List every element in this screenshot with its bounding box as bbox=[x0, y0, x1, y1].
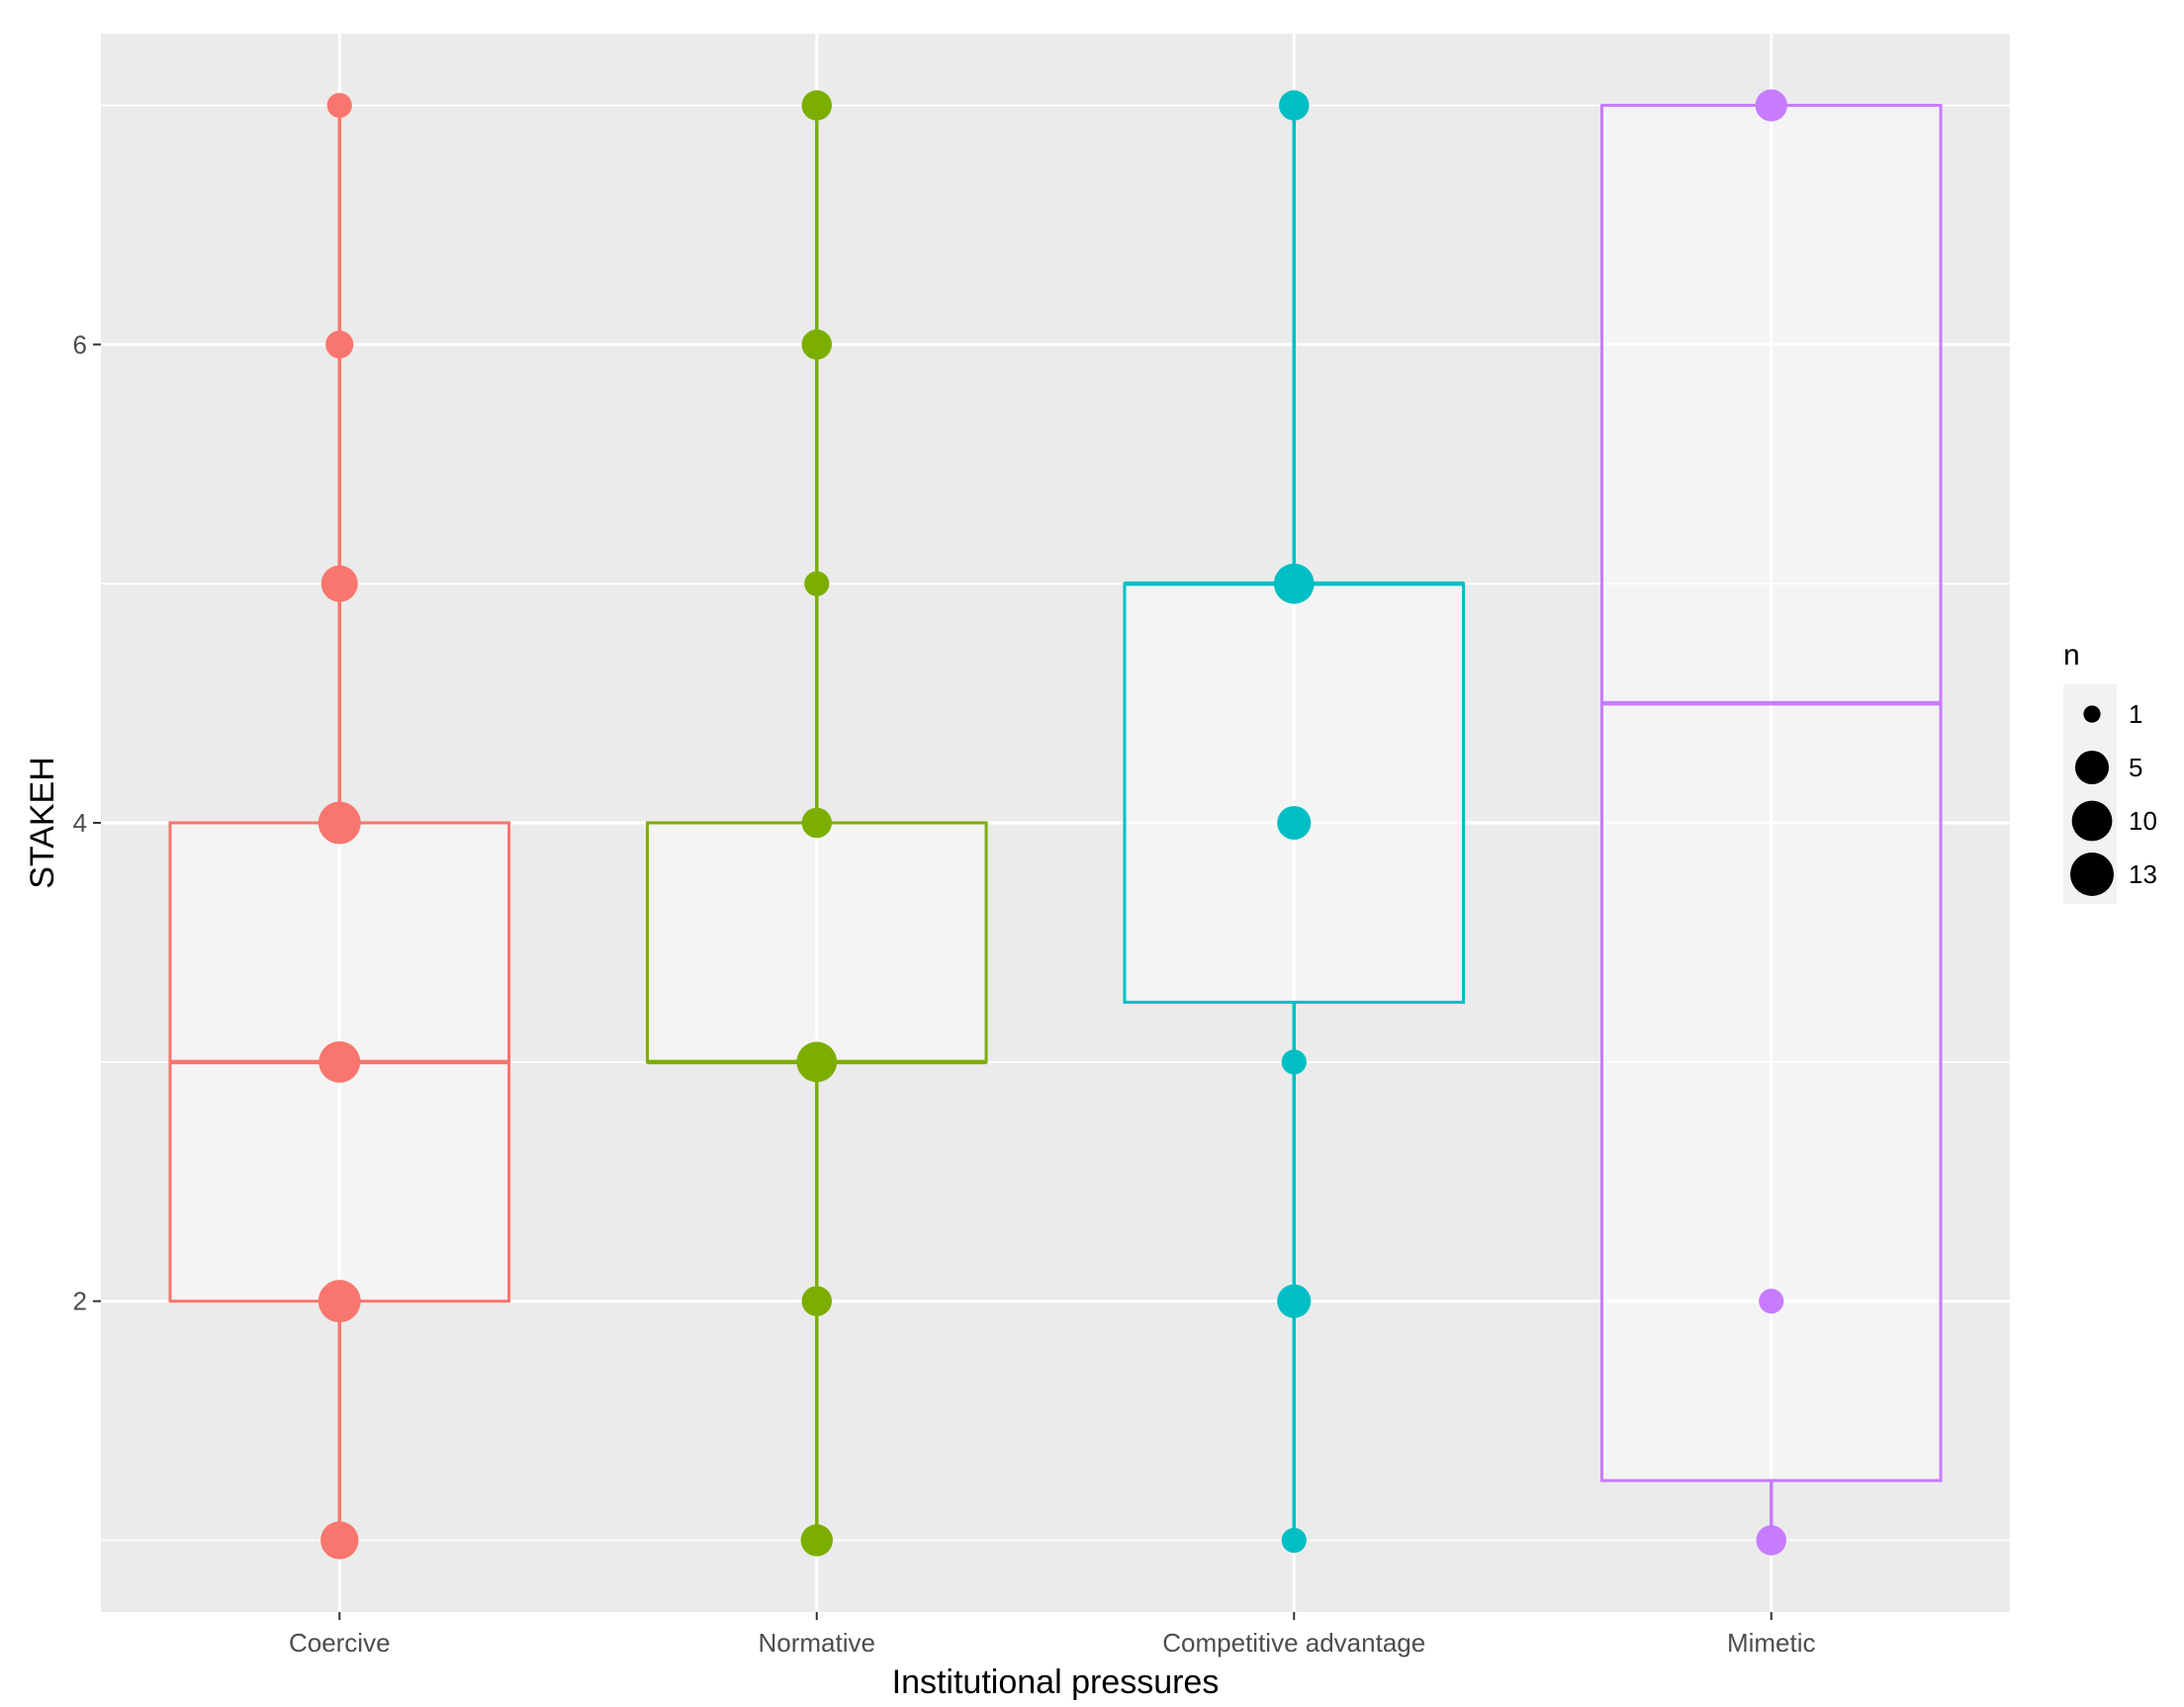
y-tick-label: 4 bbox=[73, 808, 87, 838]
legend-title: n bbox=[2063, 639, 2080, 672]
legend-label: 13 bbox=[2129, 859, 2157, 889]
box-iqr bbox=[1599, 104, 1943, 1482]
legend-key-point bbox=[2083, 705, 2101, 723]
x-tick-label: Competitive advantage bbox=[1162, 1628, 1425, 1658]
count-point bbox=[801, 329, 832, 360]
count-point bbox=[1281, 1527, 1307, 1554]
count-point bbox=[801, 807, 832, 839]
box-iqr bbox=[645, 821, 988, 1064]
count-point bbox=[318, 801, 361, 845]
count-point bbox=[1273, 563, 1315, 604]
x-axis-title: Institutional pressures bbox=[892, 1663, 1220, 1701]
axes: 2 4 6 Coercive Normative Competitive advantag… bbox=[73, 329, 1816, 1658]
box-iqr bbox=[1123, 582, 1466, 1004]
legend-label: 10 bbox=[2129, 806, 2157, 836]
y-axis-title: STAKEH bbox=[24, 757, 61, 889]
count-point bbox=[796, 1041, 838, 1083]
count-point bbox=[1277, 805, 1312, 841]
count-point bbox=[801, 1286, 832, 1316]
x-tick-label: Normative bbox=[759, 1628, 875, 1658]
count-point bbox=[1281, 1049, 1307, 1075]
count-point bbox=[804, 571, 830, 596]
legend-key-point bbox=[2070, 853, 2114, 896]
box-normative bbox=[645, 105, 988, 1541]
x-tick-label: Coercive bbox=[289, 1628, 391, 1658]
legend-key-point bbox=[2074, 750, 2110, 785]
legend-key-point bbox=[2071, 800, 2113, 842]
y-tick-label: 2 bbox=[73, 1287, 87, 1316]
y-tick-label: 6 bbox=[73, 329, 87, 359]
count-point bbox=[1756, 1525, 1786, 1556]
point-layer bbox=[318, 89, 1787, 1560]
box-mimetic bbox=[1599, 104, 1943, 1541]
count-point bbox=[1277, 1284, 1312, 1318]
count-point bbox=[320, 1521, 359, 1560]
legend-label: 5 bbox=[2129, 753, 2142, 782]
count-point bbox=[326, 92, 352, 119]
count-point bbox=[325, 330, 354, 359]
x-tick-label: Mimetic bbox=[1727, 1628, 1816, 1658]
count-point bbox=[1759, 1289, 1784, 1314]
count-point bbox=[1279, 90, 1310, 121]
legend: n 1 5 10 13 bbox=[2063, 639, 2157, 904]
count-point bbox=[1755, 89, 1787, 122]
legend-label: 1 bbox=[2129, 699, 2142, 729]
count-point bbox=[318, 1040, 361, 1083]
count-point bbox=[800, 1524, 833, 1557]
count-point bbox=[318, 1280, 361, 1323]
box-competitive-advantage bbox=[1123, 105, 1466, 1541]
count-point bbox=[801, 90, 832, 121]
count-point bbox=[320, 565, 358, 602]
